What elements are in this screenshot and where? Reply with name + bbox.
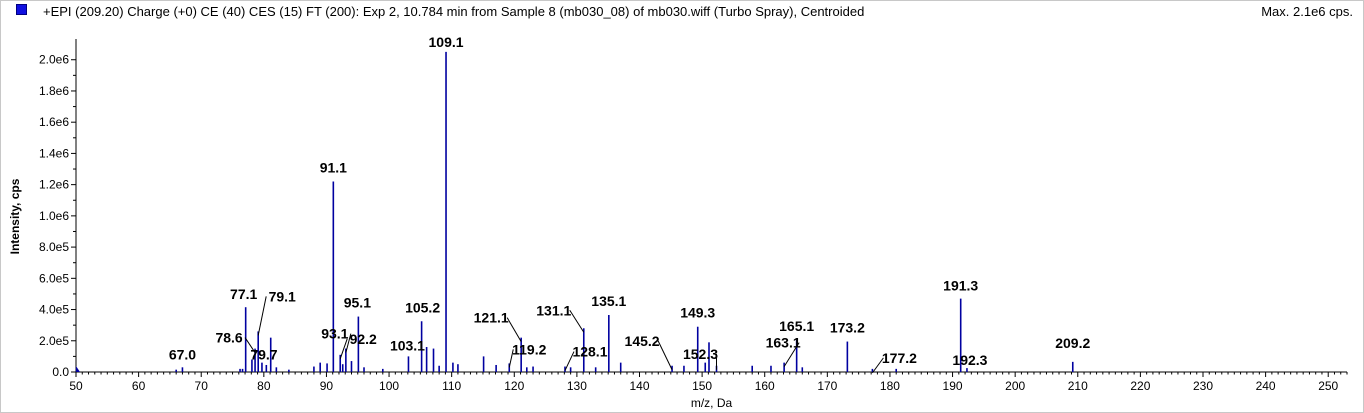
y-tick-label: 2.0e6	[39, 53, 69, 67]
peak-label: 103.1	[390, 337, 425, 353]
y-tick-label: 2.0e5	[39, 334, 69, 348]
x-tick-label: 200	[1005, 379, 1025, 393]
peak-label: 105.2	[405, 299, 440, 315]
x-tick-label: 230	[1193, 379, 1213, 393]
x-tick-label: 120	[504, 379, 524, 393]
peak-label-leader	[872, 357, 884, 374]
peak-label: 128.1	[572, 344, 607, 360]
x-tick-label: 220	[1130, 379, 1150, 393]
peak-label: 121.1	[474, 310, 509, 326]
peak-label: 145.2	[625, 333, 660, 349]
peak-label: 192.3	[952, 352, 987, 368]
peak-label: 95.1	[344, 295, 371, 311]
max-intensity-label: Max. 2.1e6 cps.	[1261, 4, 1353, 19]
peak-label: 152.3	[683, 346, 718, 362]
x-tick-label: 100	[379, 379, 399, 393]
peak-label-leader	[657, 340, 673, 370]
x-tick-label: 160	[755, 379, 775, 393]
x-tick-label: 140	[629, 379, 649, 393]
y-tick-label: 0.0	[52, 365, 69, 379]
peak-label: 78.6	[215, 330, 242, 346]
peak-label: 149.3	[680, 305, 715, 321]
y-tick-label: 6.0e5	[39, 271, 69, 285]
peak-label: 209.2	[1055, 335, 1090, 351]
y-axis-title: Intensity, cps	[8, 178, 22, 254]
x-tick-label: 180	[880, 379, 900, 393]
peak-label: 165.1	[779, 318, 814, 334]
peak-label: 92.2	[350, 331, 377, 347]
y-tick-label: 8.0e5	[39, 240, 69, 254]
peak-label-leader	[345, 333, 352, 353]
peak-label-leader	[564, 351, 575, 371]
peak-label: 109.1	[429, 34, 464, 50]
series-color-swatch	[16, 4, 27, 15]
x-tick-label: 70	[195, 379, 209, 393]
peak-label: 67.0	[169, 346, 196, 362]
y-tick-label: 1.8e6	[39, 84, 69, 98]
peak-label-leader	[783, 342, 800, 367]
peak-label: 135.1	[591, 293, 626, 309]
x-tick-label: 80	[257, 379, 271, 393]
y-tick-label: 1.6e6	[39, 115, 69, 129]
peak-label: 91.1	[320, 160, 347, 176]
peak-label-leader	[339, 338, 348, 359]
x-tick-label: 50	[69, 379, 83, 393]
x-tick-label: 150	[692, 379, 712, 393]
peak-label: 131.1	[536, 302, 571, 318]
x-tick-label: 250	[1318, 379, 1338, 393]
peak-label: 79.7	[250, 347, 277, 363]
peak-label-leader	[244, 337, 256, 353]
x-tick-label: 170	[817, 379, 837, 393]
x-tick-label: 60	[132, 379, 146, 393]
x-tick-label: 190	[943, 379, 963, 393]
y-tick-label: 1.0e6	[39, 209, 69, 223]
y-tick-label: 4.0e5	[39, 303, 69, 317]
x-tick-label: 130	[567, 379, 587, 393]
peak-label: 173.2	[830, 320, 865, 336]
peak-label: 93.1	[321, 326, 348, 342]
edge-marker	[76, 366, 80, 372]
x-tick-label: 110	[442, 379, 461, 393]
x-tick-label: 90	[320, 379, 334, 393]
x-tick-label: 240	[1256, 379, 1276, 393]
peak-label-leader	[506, 317, 522, 342]
peak-label: 191.3	[943, 278, 978, 294]
peak-label-leader	[508, 349, 514, 368]
x-tick-label: 210	[1068, 379, 1088, 393]
spectrum-title: +EPI (209.20) Charge (+0) CE (40) CES (1…	[43, 4, 865, 19]
peak-label-leader	[569, 310, 585, 333]
y-tick-label: 1.2e6	[39, 178, 69, 192]
y-tick-label: 1.4e6	[39, 146, 69, 160]
spectrum-header: +EPI (209.20) Charge (+0) CE (40) CES (1…	[1, 1, 1363, 23]
peak-label: 177.2	[882, 350, 917, 366]
peak-label: 79.1	[269, 288, 296, 304]
x-axis-title: m/z, Da	[691, 396, 733, 410]
peak-label: 119.2	[512, 341, 546, 357]
peak-label-leader	[257, 296, 267, 336]
peak-label: 77.1	[230, 286, 257, 302]
peak-label: 163.1	[766, 335, 801, 351]
